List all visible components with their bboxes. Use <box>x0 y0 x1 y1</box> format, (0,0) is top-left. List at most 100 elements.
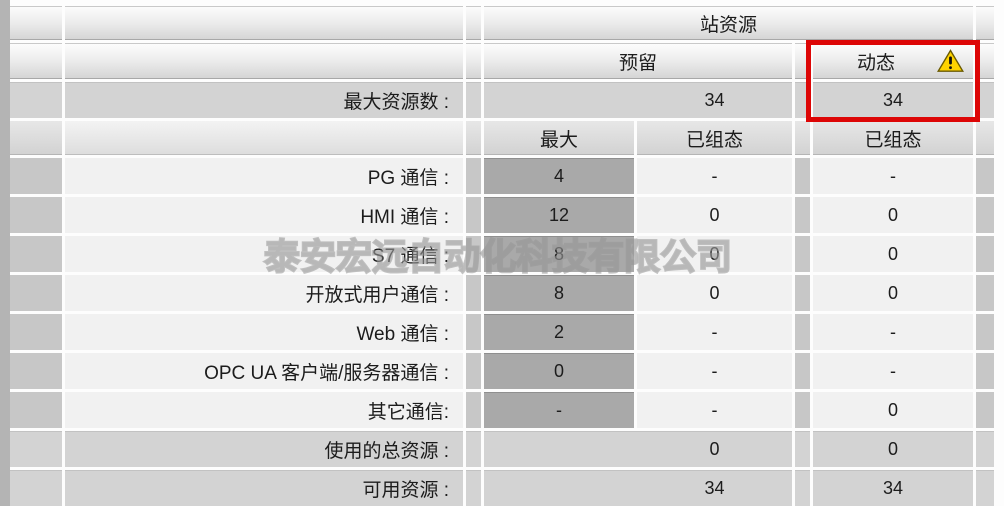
spacer-cell <box>466 431 481 467</box>
spacer-cell <box>976 353 994 389</box>
table-row-web: Web 通信 : 2 - - <box>10 314 994 350</box>
row-label: HMI 通信 : <box>65 197 463 233</box>
spacer-cell <box>795 158 810 194</box>
configured-dynamic-column-header: 已组态 <box>813 121 973 155</box>
configured-value-cell: - <box>637 353 792 389</box>
spacer-cell <box>795 121 810 155</box>
row-margin-cell <box>10 470 62 506</box>
configured-value-cell: 0 <box>637 236 792 272</box>
dynamic-value-cell: 34 <box>813 82 973 118</box>
spacer-cell <box>976 314 994 350</box>
table-row-group-headers: 预留 动态 <box>10 43 994 79</box>
reserved-value: 34 <box>704 89 725 110</box>
row-label: 可用资源 : <box>65 470 463 506</box>
dynamic-value-cell: - <box>813 314 973 350</box>
max-value-cell: 8 <box>484 275 634 311</box>
row-margin-cell <box>10 275 62 311</box>
configured-value-cell: - <box>637 392 792 428</box>
max-value-cell: 8 <box>484 236 634 272</box>
configured-value-cell: 0 <box>637 197 792 233</box>
max-column-header: 最大 <box>484 121 634 155</box>
label-header-cell <box>65 121 463 155</box>
dynamic-header-label: 动态 <box>856 52 895 74</box>
row-margin-cell <box>10 431 62 467</box>
table-row-column-headers: 最大 已组态 已组态 <box>10 121 994 155</box>
max-value-cell: 0 <box>484 353 634 389</box>
corner-cell <box>10 121 62 155</box>
dynamic-value-cell: 0 <box>813 431 973 467</box>
max-value-cell: 4 <box>484 158 634 194</box>
row-label: 使用的总资源 : <box>65 431 463 467</box>
resources-table: 站资源 预留 动态 最大资源数 : <box>10 6 994 506</box>
spacer-cell <box>795 275 810 311</box>
row-label: OPC UA 客户端/服务器通信 : <box>65 353 463 389</box>
spacer-cell <box>976 470 994 506</box>
spacer-cell <box>466 6 481 40</box>
spacer-cell <box>466 275 481 311</box>
spacer-cell <box>466 353 481 389</box>
reserved-header: 预留 <box>484 43 792 79</box>
spacer-cell <box>466 314 481 350</box>
warning-icon <box>937 49 964 72</box>
reserved-value: 0 <box>709 438 720 459</box>
station-resources-header: 站资源 <box>484 6 973 40</box>
spacer-cell <box>976 121 994 155</box>
dynamic-value-cell: - <box>813 353 973 389</box>
table-row-station-resources: 站资源 <box>10 6 994 40</box>
table-row-s7: S7 通信 : 8 0 0 <box>10 236 994 272</box>
spacer-cell <box>795 470 810 506</box>
dynamic-value-cell: - <box>813 158 973 194</box>
corner-cell <box>10 6 62 40</box>
spacer-cell <box>795 197 810 233</box>
spacer-cell <box>795 314 810 350</box>
row-label: S7 通信 : <box>65 236 463 272</box>
table-row-total-used: 使用的总资源 : 0 0 <box>10 431 994 467</box>
table-row-open-user-comm: 开放式用户通信 : 8 0 0 <box>10 275 994 311</box>
spacer-cell <box>976 392 994 428</box>
spacer-cell <box>466 82 481 118</box>
dynamic-value-cell: 34 <box>813 470 973 506</box>
spacer-cell <box>795 236 810 272</box>
max-value-cell: 2 <box>484 314 634 350</box>
red-highlight-box <box>806 40 980 122</box>
dynamic-header: 动态 <box>813 43 973 79</box>
table-row-max-resources: 最大资源数 : 34 34 <box>10 82 994 118</box>
spacer-cell <box>795 431 810 467</box>
table-row-opc-ua: OPC UA 客户端/服务器通信 : 0 - - <box>10 353 994 389</box>
row-label: PG 通信 : <box>65 158 463 194</box>
row-label: Web 通信 : <box>65 314 463 350</box>
dynamic-value-cell: 0 <box>813 275 973 311</box>
dynamic-value-cell: 0 <box>813 392 973 428</box>
spacer-cell <box>976 82 994 118</box>
row-margin-cell <box>10 236 62 272</box>
spacer-cell <box>466 43 481 79</box>
label-header-cell <box>65 6 463 40</box>
spacer-cell <box>795 392 810 428</box>
spacer-cell <box>976 197 994 233</box>
spacer-cell <box>976 431 994 467</box>
dynamic-value-cell: 0 <box>813 197 973 233</box>
configured-value-cell: - <box>637 314 792 350</box>
spacer-cell <box>466 236 481 272</box>
row-margin-cell <box>10 392 62 428</box>
table-row-other-comm: 其它通信: - - 0 <box>10 392 994 428</box>
spacer-cell <box>466 392 481 428</box>
left-edge-strip <box>0 0 10 506</box>
row-margin-cell <box>10 314 62 350</box>
spacer-cell <box>976 43 994 79</box>
row-label: 其它通信: <box>65 392 463 428</box>
row-label: 开放式用户通信 : <box>65 275 463 311</box>
reserved-value: 34 <box>704 477 725 498</box>
spacer-cell <box>976 236 994 272</box>
row-margin-cell <box>10 197 62 233</box>
reserved-value-cell: 34 <box>484 470 792 506</box>
spacer-cell <box>466 121 481 155</box>
spacer-cell <box>976 158 994 194</box>
dynamic-value-cell: 0 <box>813 236 973 272</box>
row-margin-cell <box>10 158 62 194</box>
table-row-pg: PG 通信 : 4 - - <box>10 158 994 194</box>
row-margin-cell <box>10 353 62 389</box>
configured-value-cell: 0 <box>637 275 792 311</box>
reserved-value-cell: 34 <box>484 82 792 118</box>
